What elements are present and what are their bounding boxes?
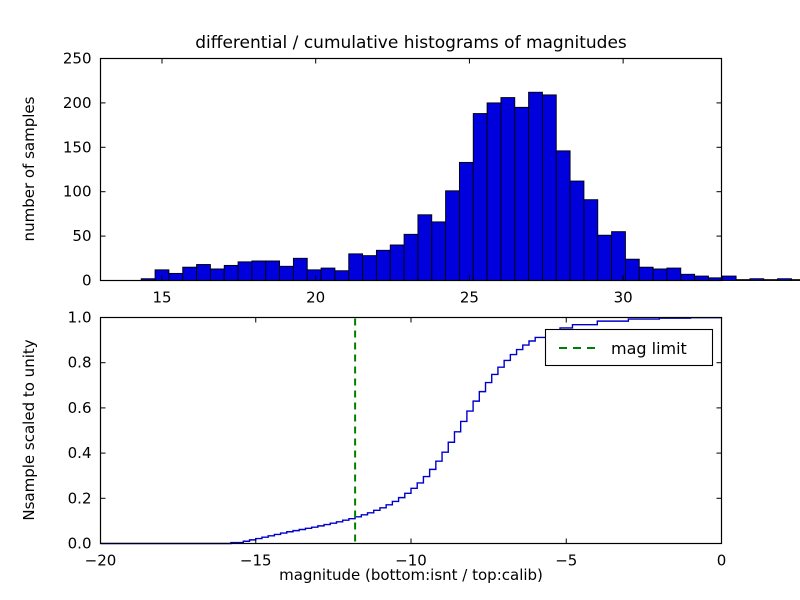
histogram-bar — [432, 222, 446, 281]
histogram-bar — [625, 259, 639, 280]
histogram-bar — [280, 266, 294, 280]
histogram-bar — [390, 245, 404, 281]
top-y-tick-label: 150 — [63, 138, 92, 156]
bottom-x-tick-label: −5 — [555, 552, 577, 570]
histogram-bar — [224, 265, 238, 280]
histogram-bar — [542, 95, 556, 281]
histogram-bar — [501, 98, 515, 281]
histogram-bar — [459, 162, 473, 280]
page-title: differential / cumulative histograms of … — [195, 33, 627, 53]
bottom-y-tick-label: 0.4 — [68, 444, 92, 462]
histogram-bar — [736, 280, 750, 281]
top-x-tick-label: 20 — [306, 289, 325, 307]
bottom-panel-x-axis-label: magnitude (bottom:isnt / top:calib) — [279, 566, 543, 584]
histogram-bar — [598, 235, 612, 280]
bottom-panel-y-axis-label: Nsample scaled to unity — [20, 339, 38, 520]
histogram-bar — [169, 273, 183, 280]
histogram-bar — [778, 279, 792, 281]
top-x-tick-label: 25 — [460, 289, 479, 307]
histogram-bar — [404, 234, 418, 280]
top-x-tick-label: 15 — [152, 289, 171, 307]
histogram-bar — [321, 268, 335, 280]
top-y-tick-label: 0 — [82, 272, 92, 290]
bottom-y-tick-label: 1.0 — [68, 309, 92, 327]
bottom-x-tick-label: −15 — [240, 552, 272, 570]
histogram-bar — [418, 215, 432, 281]
histogram-bar — [639, 267, 653, 280]
histogram-bar — [791, 280, 800, 281]
histogram-bar — [515, 107, 529, 280]
histogram-bar — [487, 103, 501, 281]
histogram-bar — [307, 270, 321, 281]
histogram-bar — [473, 114, 487, 281]
top-y-tick-label: 200 — [63, 94, 92, 112]
top-y-tick-label: 50 — [72, 227, 91, 245]
histogram-bar — [570, 181, 584, 280]
bottom-x-tick-label: −20 — [85, 552, 117, 570]
top-panel-y-axis-label: number of samples — [20, 96, 38, 241]
bottom-y-tick-label: 0.2 — [68, 489, 92, 507]
histogram-bar — [653, 269, 667, 281]
histogram-bar — [695, 276, 709, 280]
bottom-y-tick-label: 0.0 — [68, 535, 92, 553]
top-y-tick-label: 100 — [63, 183, 92, 201]
histogram-bar — [266, 261, 280, 281]
histogram-bar — [612, 232, 626, 281]
histogram-bar — [183, 267, 197, 280]
matplotlib-figure: differential / cumulative histograms of … — [0, 0, 800, 600]
histogram-bar — [667, 268, 681, 280]
histogram-bar — [252, 261, 266, 281]
histogram-bar — [293, 258, 307, 280]
histogram-bar — [376, 250, 390, 280]
histogram-bar — [556, 151, 570, 281]
figure-canvas: differential / cumulative histograms of … — [0, 0, 800, 600]
histogram-bar — [446, 191, 460, 281]
histogram-bar — [722, 276, 736, 280]
figure-background — [0, 0, 800, 600]
bottom-x-tick-label: 0 — [717, 552, 727, 570]
histogram-bar — [349, 254, 363, 281]
bottom-y-tick-label: 0.8 — [68, 354, 92, 372]
histogram-bar — [584, 200, 598, 281]
histogram-bar — [210, 269, 224, 281]
histogram-bar — [238, 262, 252, 281]
histogram-bar — [335, 271, 349, 281]
histogram-bar — [529, 92, 543, 280]
bottom-y-tick-label: 0.6 — [68, 399, 92, 417]
legend[interactable]: mag limit — [546, 330, 713, 366]
top-y-tick-label: 250 — [63, 50, 92, 68]
histogram-bar — [197, 265, 211, 281]
histogram-bar — [750, 279, 764, 281]
histogram-bar — [764, 280, 778, 281]
histogram-bar — [363, 256, 377, 281]
top-x-tick-label: 30 — [614, 289, 633, 307]
legend-mag-limit-label: mag limit — [611, 339, 687, 358]
histogram-bar — [681, 274, 695, 280]
